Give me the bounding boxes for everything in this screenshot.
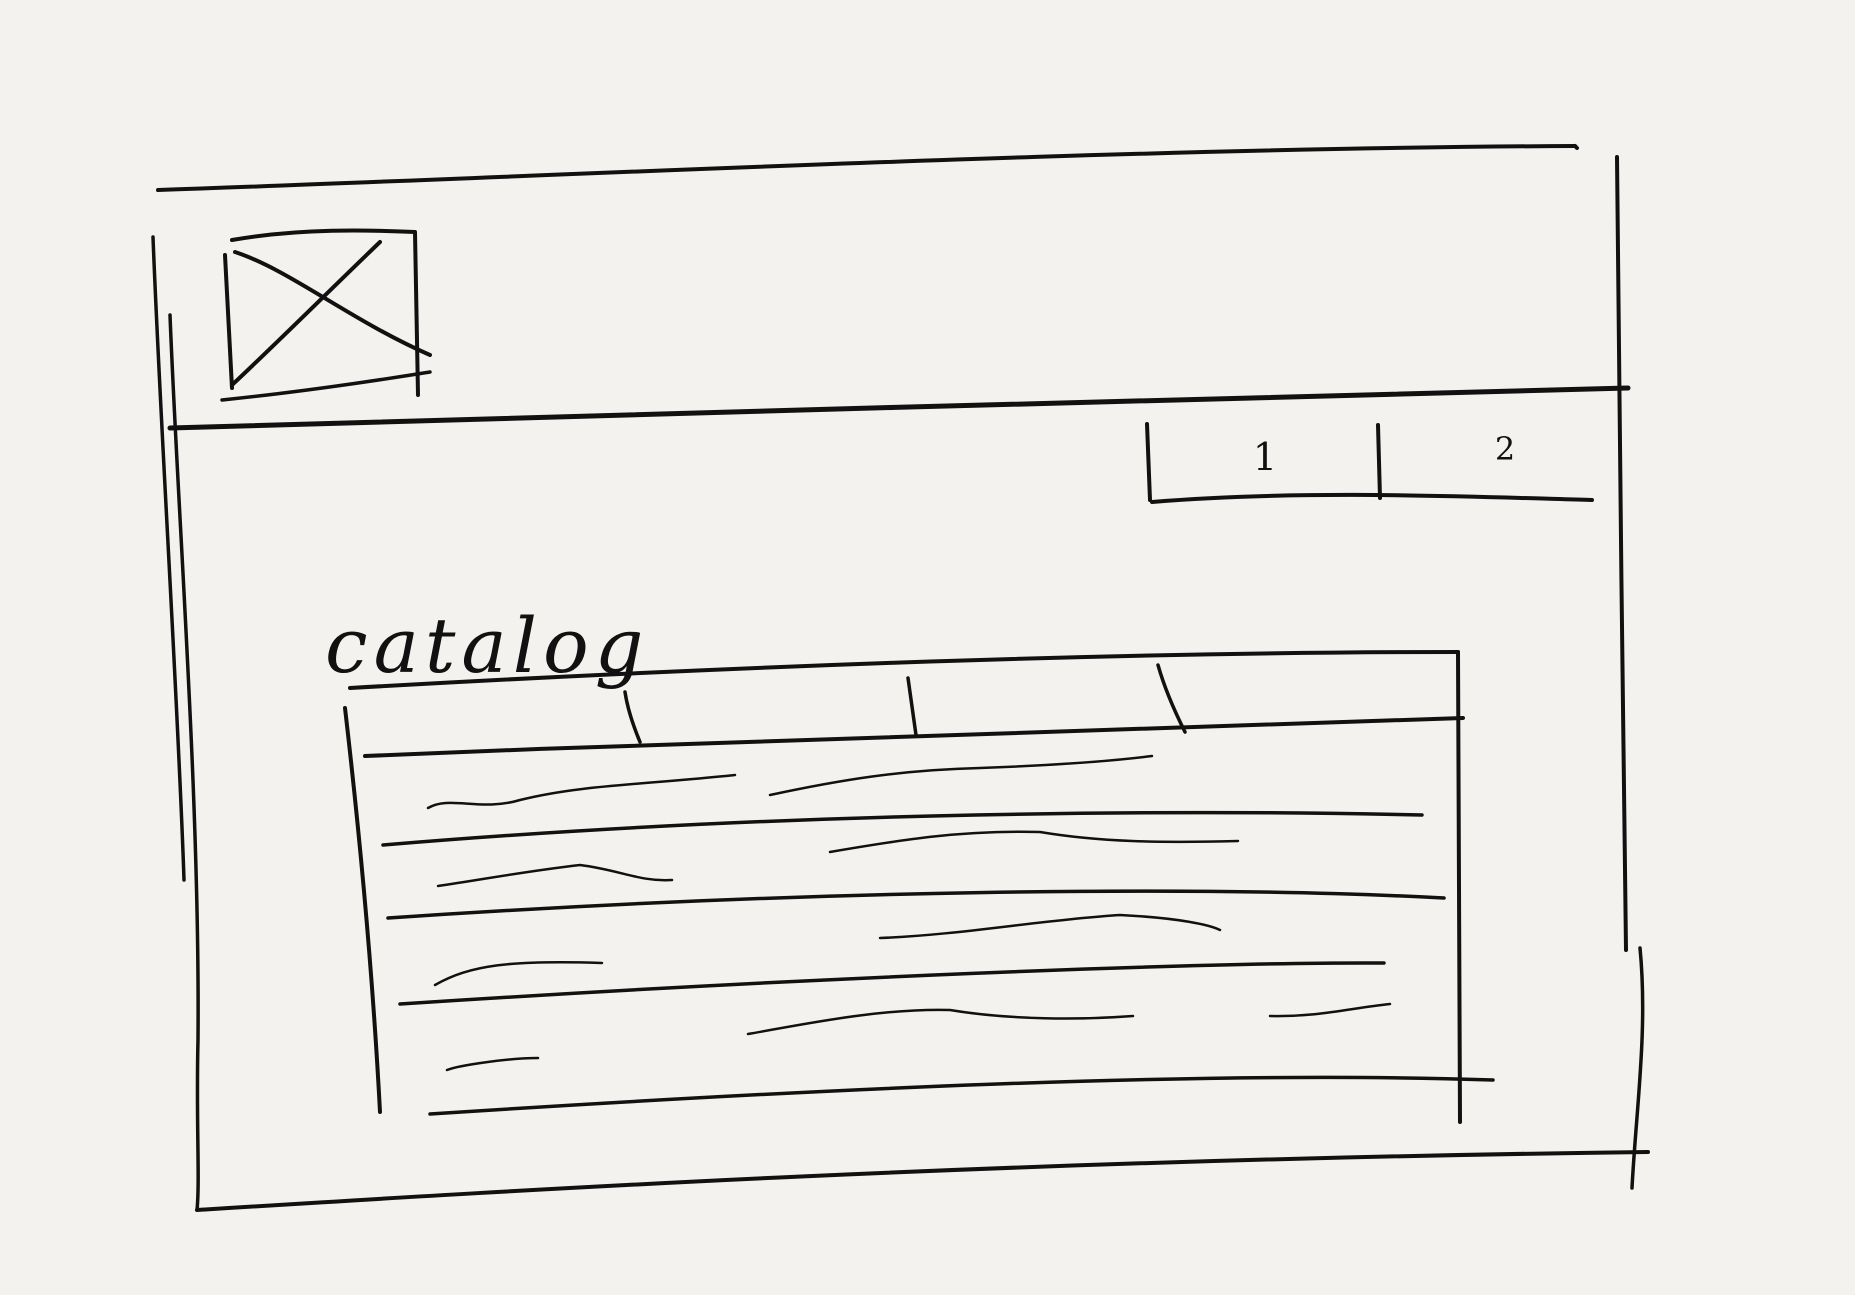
page-2-button[interactable]: 2 xyxy=(1383,428,1588,498)
table-row[interactable] xyxy=(380,913,1440,995)
cell-scribble xyxy=(445,1056,540,1072)
page-2-label: 2 xyxy=(1495,430,1515,468)
cell-scribble xyxy=(746,1008,1135,1036)
pagination xyxy=(1145,422,1594,504)
catalog-table xyxy=(343,650,1495,1124)
cell-scribble xyxy=(828,830,1240,854)
page-1-label: 1 xyxy=(1253,435,1277,479)
window-frame xyxy=(151,144,1650,1212)
table-row[interactable] xyxy=(380,754,1440,818)
cell-scribble xyxy=(768,754,1154,797)
table-row[interactable] xyxy=(380,830,1440,913)
header-bar xyxy=(167,385,1631,431)
cell-scribble xyxy=(433,960,604,987)
cell-scribble xyxy=(878,913,1222,940)
cell-scribble xyxy=(436,863,674,888)
cell-scribble xyxy=(1268,1002,1392,1018)
cell-scribble xyxy=(426,773,737,810)
image-placeholder-icon[interactable] xyxy=(220,225,432,402)
page-1-button[interactable]: 1 xyxy=(1155,428,1375,498)
table-row[interactable] xyxy=(380,1002,1440,1108)
